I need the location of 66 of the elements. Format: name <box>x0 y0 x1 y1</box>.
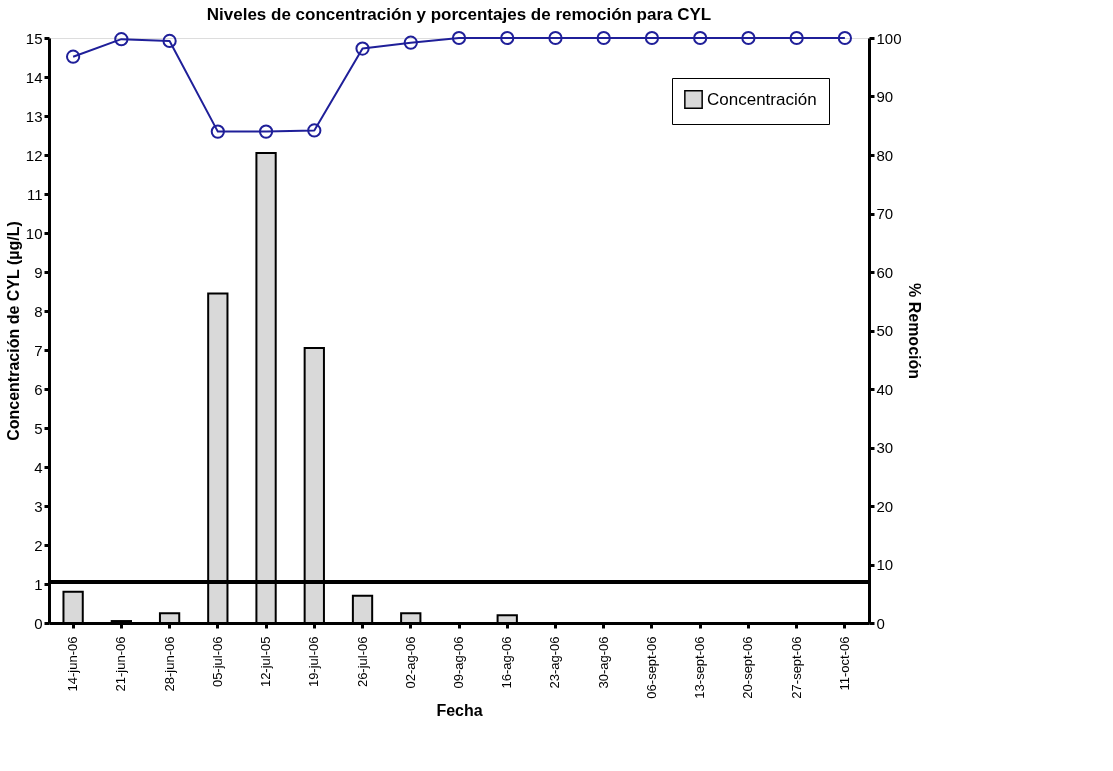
point <box>741 30 756 46</box>
x-tick-label: 30-ag-06 <box>595 636 611 689</box>
y-tick-label: 15 <box>25 29 43 47</box>
y2-axis-title: % Remoción <box>905 282 923 380</box>
y2-tick-label: 50 <box>876 322 894 339</box>
y-tick-label: 5 <box>34 419 43 437</box>
point <box>114 32 129 47</box>
x-tick-label: 11-oct-06 <box>836 636 852 691</box>
y2-tick-label: 20 <box>876 497 894 515</box>
x-tick-label: 16-ag-06 <box>499 636 515 689</box>
x-tick-label: 05-jul-06 <box>209 636 225 688</box>
x-tick-label: 09-ag-06 <box>451 636 466 689</box>
y-axis-title: Concentración de CYL (µg/L) <box>4 221 22 441</box>
y-tick-label: 4 <box>34 458 43 476</box>
point <box>355 41 370 56</box>
x-tick-label: 12-jul-05 <box>258 636 274 688</box>
y-tick-label: 12 <box>25 146 43 164</box>
y-tick-label: 3 <box>34 497 43 515</box>
point <box>837 30 853 46</box>
y2-tick-label: 30 <box>876 439 894 456</box>
y2-tick-label: 40 <box>876 380 894 398</box>
y2-tick-label: 60 <box>876 263 894 281</box>
y-tick-label: 0 <box>34 614 43 632</box>
y2-tick-label: 90 <box>876 88 894 105</box>
y2-tick-label: 100 <box>876 29 902 47</box>
y-tick-label: 1 <box>34 575 43 593</box>
x-tick-label: 19-jul-06 <box>306 636 322 688</box>
point <box>451 30 467 46</box>
point <box>693 30 708 46</box>
x-tick-label: 26-jul-06 <box>354 636 370 688</box>
point <box>403 35 418 50</box>
x-axis-title: Fecha <box>436 701 483 719</box>
point <box>65 49 81 64</box>
x-tick-label: 28-jun-06 <box>161 636 177 692</box>
y-tick-label: 9 <box>34 263 43 281</box>
y2-tick-label: 0 <box>876 614 885 632</box>
x-tick-label: 27-sept-06 <box>788 636 804 699</box>
x-tick-label: 02-ag-06 <box>402 636 418 689</box>
x-tick-label: 06-sept-06 <box>643 636 659 699</box>
x-tick-label: 21-jun-06 <box>113 636 129 692</box>
y-tick-label: 8 <box>34 302 43 320</box>
y-tick-label: 10 <box>25 224 43 242</box>
y2-tick-label: 80 <box>876 146 894 164</box>
x-tick-label: 13-sept-06 <box>692 636 708 699</box>
point <box>307 123 322 138</box>
point <box>258 124 274 139</box>
y2-tick-label: 70 <box>876 205 894 222</box>
legend-label: Concentración <box>707 89 817 109</box>
y-tick-label: 7 <box>34 341 43 359</box>
y2-tick-label: 10 <box>876 556 894 573</box>
y-tick-label: 13 <box>25 107 43 125</box>
point <box>500 30 515 46</box>
y-tick-label: 14 <box>25 68 43 86</box>
x-tick-label: 23-ag-06 <box>547 636 563 689</box>
x-tick-label: 20-sept-06 <box>740 636 756 699</box>
y-tick-label: 6 <box>34 380 43 398</box>
y-tick-label: 11 <box>26 185 43 203</box>
point <box>548 30 563 46</box>
point <box>162 33 177 49</box>
chart-title: Niveles de concentración y porcentajes de remoción para CYL <box>206 4 712 24</box>
x-tick-label: 14-jun-06 <box>65 636 81 692</box>
point <box>596 30 611 46</box>
point <box>789 30 804 46</box>
point <box>210 124 225 139</box>
point <box>644 30 660 46</box>
y-tick-label: 2 <box>34 536 43 554</box>
